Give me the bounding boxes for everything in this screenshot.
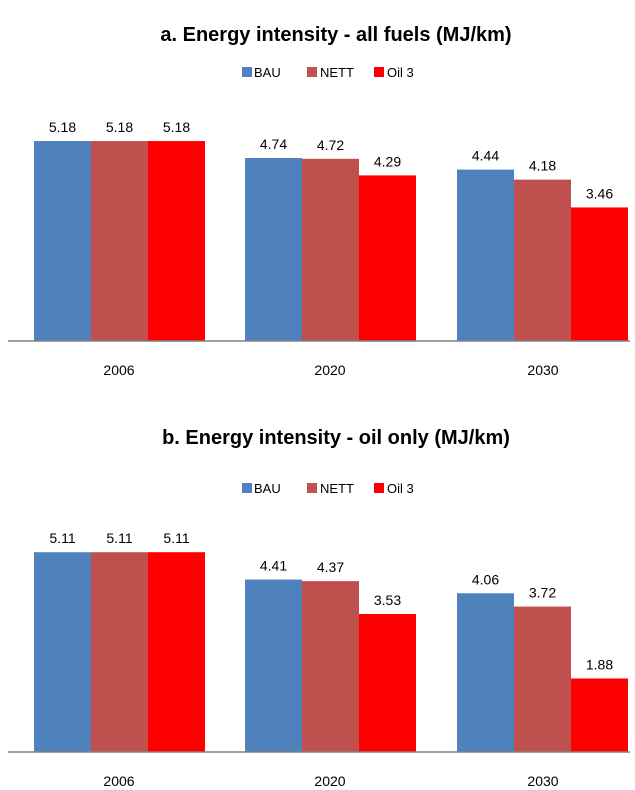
bar-oil3-2030 xyxy=(571,207,628,341)
data-label-bau-2020: 4.41 xyxy=(260,558,287,574)
bar-nett-2020 xyxy=(302,158,359,341)
chart-b-legend: BAU NETT Oil 3 xyxy=(242,481,414,496)
chart-panel-a: a. Energy intensity - all fuels (MJ/km) … xyxy=(8,24,630,378)
bar-nett-2030 xyxy=(514,179,571,341)
bar-oil3-2020 xyxy=(359,613,416,752)
data-label-bau-2006: 5.18 xyxy=(49,119,76,135)
data-label-nett-2020: 4.72 xyxy=(317,137,344,153)
legend-label-bau: BAU xyxy=(254,65,281,80)
bar-bau-2006 xyxy=(34,552,91,752)
data-label-bau-2020: 4.74 xyxy=(260,136,287,152)
x-tick-label-2020: 2020 xyxy=(314,773,345,789)
data-label-oil3-2030: 1.88 xyxy=(586,656,613,672)
data-label-nett-2030: 3.72 xyxy=(529,585,556,601)
chart-b-svg: b. Energy intensity - oil only (MJ/km) B… xyxy=(8,427,630,789)
chart-a-title: a. Energy intensity - all fuels (MJ/km) xyxy=(160,24,511,46)
bar-oil3-2020 xyxy=(359,175,416,341)
chart-b-data-labels: 5.11 5.11 5.11 4.41 4.37 3.53 4.06 3.72 1.88 xyxy=(49,530,613,672)
legend-swatch-oil3 xyxy=(374,67,384,77)
legend-label-nett: NETT xyxy=(320,481,354,496)
bar-oil3-2006 xyxy=(148,141,205,341)
chart-a-x-ticks: 2006 2020 2030 xyxy=(103,362,558,378)
legend-swatch-oil3 xyxy=(374,483,384,493)
chart-a-data-labels: 5.18 5.18 5.18 4.74 4.72 4.29 4.44 4.18 3.46 xyxy=(49,119,613,201)
bar-nett-2006 xyxy=(91,552,148,752)
chart-a-svg: a. Energy intensity - all fuels (MJ/km) … xyxy=(8,24,630,378)
chart-b-title: b. Energy intensity - oil only (MJ/km) xyxy=(162,427,510,449)
bar-oil3-2006 xyxy=(148,552,205,752)
x-tick-label-2030: 2030 xyxy=(527,362,558,378)
bar-bau-2006 xyxy=(34,141,91,341)
bar-bau-2030 xyxy=(457,169,514,341)
legend-label-oil3: Oil 3 xyxy=(387,65,414,80)
bar-oil3-2030 xyxy=(571,678,628,752)
chart-a-legend: BAU NETT Oil 3 xyxy=(242,65,414,80)
legend-label-nett: NETT xyxy=(320,65,354,80)
data-label-oil3-2006: 5.11 xyxy=(163,530,189,546)
legend-label-oil3: Oil 3 xyxy=(387,481,414,496)
bar-nett-2020 xyxy=(302,581,359,752)
bar-nett-2006 xyxy=(91,141,148,341)
data-label-oil3-2020: 3.53 xyxy=(374,592,401,608)
data-label-nett-2006: 5.18 xyxy=(106,119,133,135)
data-label-bau-2006: 5.11 xyxy=(49,530,75,546)
data-label-bau-2030: 4.44 xyxy=(472,148,499,164)
data-label-bau-2030: 4.06 xyxy=(472,571,499,587)
bar-bau-2030 xyxy=(457,593,514,752)
bar-bau-2020 xyxy=(245,579,302,752)
legend-swatch-nett xyxy=(307,67,317,77)
data-label-oil3-2030: 3.46 xyxy=(586,185,613,201)
data-label-nett-2030: 4.18 xyxy=(529,158,556,174)
data-label-oil3-2020: 4.29 xyxy=(374,153,401,169)
chart-b-x-ticks: 2006 2020 2030 xyxy=(103,773,558,789)
bar-bau-2020 xyxy=(245,158,302,341)
data-label-oil3-2006: 5.18 xyxy=(163,119,190,135)
legend-swatch-bau xyxy=(242,483,252,493)
chart-panel-b: b. Energy intensity - oil only (MJ/km) B… xyxy=(0,395,635,790)
x-tick-label-2006: 2006 xyxy=(103,773,134,789)
x-tick-label-2020: 2020 xyxy=(314,362,345,378)
x-tick-label-2030: 2030 xyxy=(527,773,558,789)
legend-label-bau: BAU xyxy=(254,481,281,496)
legend-swatch-bau xyxy=(242,67,252,77)
chart-a-bars xyxy=(34,141,628,341)
chart-b-bars xyxy=(34,552,628,752)
data-label-nett-2020: 4.37 xyxy=(317,559,344,575)
legend-swatch-nett xyxy=(307,483,317,493)
data-label-nett-2006: 5.11 xyxy=(106,530,132,546)
bar-nett-2030 xyxy=(514,606,571,752)
x-tick-label-2006: 2006 xyxy=(103,362,134,378)
